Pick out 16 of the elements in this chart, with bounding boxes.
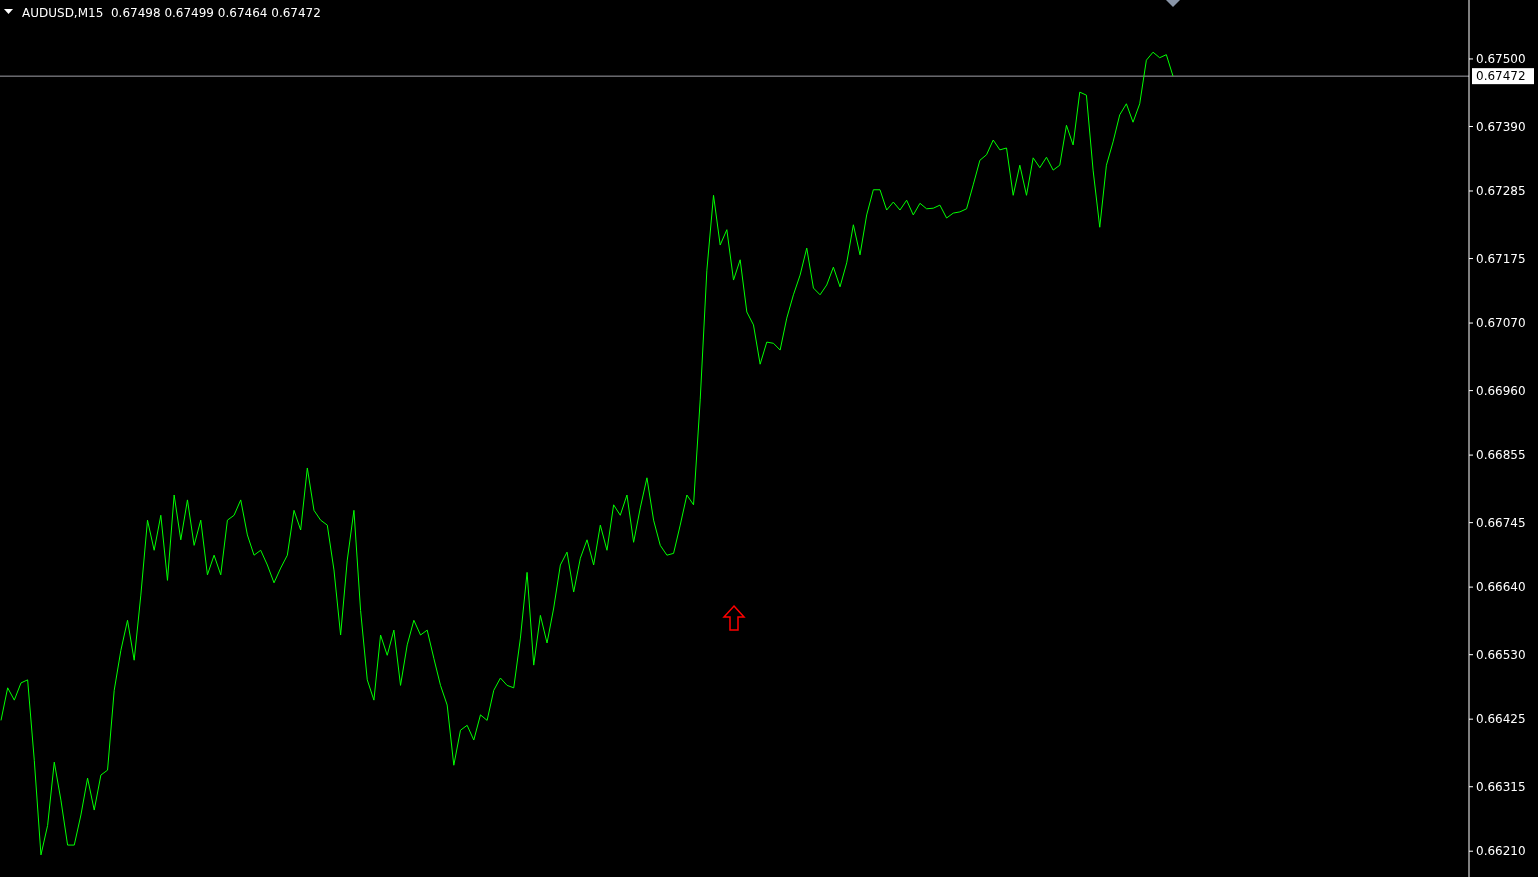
y-tick-label: 0.67070 xyxy=(1476,316,1526,331)
y-tick-label: 0.66745 xyxy=(1476,515,1526,530)
text: AUDUSD,M15 0.67498 0.67499 0.67464 0.67472 xyxy=(22,6,321,21)
y-tick-label: 0.67175 xyxy=(1476,251,1526,266)
y-tick-label: 0.67390 xyxy=(1476,119,1526,134)
ref-line-label: 0.67472 xyxy=(1476,69,1526,84)
y-tick-label: 0.66640 xyxy=(1476,580,1526,595)
y-tick-label: 0.66210 xyxy=(1476,844,1526,859)
y-tick-label: 0.66315 xyxy=(1476,779,1526,794)
y-tick-label: 0.66855 xyxy=(1476,448,1526,463)
y-tick-label: 0.66530 xyxy=(1476,647,1526,662)
line-series xyxy=(0,51,1174,856)
y-tick-label: 0.66960 xyxy=(1476,383,1526,398)
y-tick-label: 0.67500 xyxy=(1476,52,1526,67)
y-tick-label: 0.66425 xyxy=(1476,712,1526,727)
y-tick-label: 0.67285 xyxy=(1476,184,1526,199)
